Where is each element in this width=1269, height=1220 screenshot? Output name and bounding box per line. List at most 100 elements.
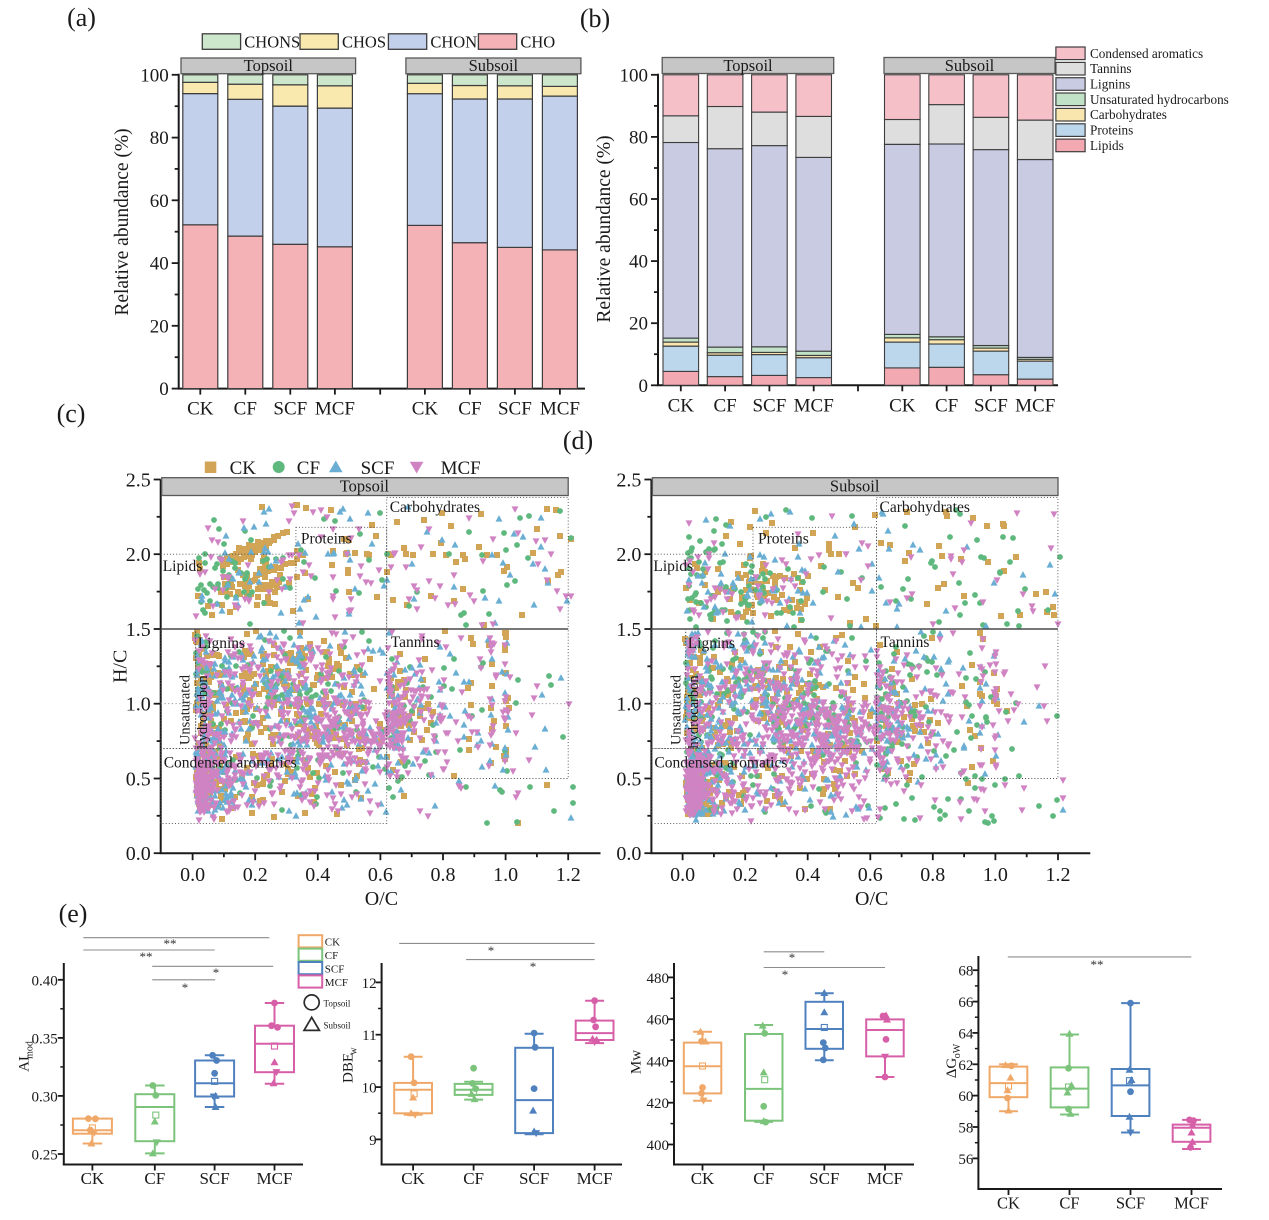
svg-text:0.25: 0.25 xyxy=(32,1148,58,1164)
svg-text:Proteins: Proteins xyxy=(301,530,352,547)
svg-text:1.5: 1.5 xyxy=(616,619,641,641)
svg-text:10: 10 xyxy=(362,1081,377,1097)
svg-text:Proteins: Proteins xyxy=(1090,123,1133,138)
svg-text:Unsaturated hydrocarbons: Unsaturated hydrocarbons xyxy=(1090,92,1229,107)
svg-text:MCF: MCF xyxy=(1174,1194,1209,1213)
svg-text:60: 60 xyxy=(958,1089,973,1105)
svg-text:CF: CF xyxy=(325,950,338,962)
svg-text:2.0: 2.0 xyxy=(126,544,151,566)
svg-text:440: 440 xyxy=(647,1054,670,1070)
svg-text:0.0: 0.0 xyxy=(616,843,641,865)
svg-text:SCF: SCF xyxy=(361,458,395,479)
svg-text:Carbohydrates: Carbohydrates xyxy=(1090,107,1167,122)
svg-text:2.0: 2.0 xyxy=(616,544,641,566)
svg-text:CK: CK xyxy=(325,937,340,949)
svg-text:Topsoil: Topsoil xyxy=(244,56,294,75)
svg-text:Lignins: Lignins xyxy=(1090,77,1130,92)
svg-text:Lipids: Lipids xyxy=(163,558,203,575)
svg-text:1.2: 1.2 xyxy=(556,864,581,886)
svg-text:Subsoil: Subsoil xyxy=(945,56,995,75)
svg-text:9: 9 xyxy=(369,1133,377,1149)
svg-text:80: 80 xyxy=(150,128,169,149)
svg-text:O/C: O/C xyxy=(365,888,398,910)
svg-text:100: 100 xyxy=(140,65,169,86)
svg-text:Lignins: Lignins xyxy=(688,635,735,652)
svg-text:60: 60 xyxy=(150,191,169,212)
svg-text:480: 480 xyxy=(647,971,670,987)
svg-text:20: 20 xyxy=(629,314,648,335)
svg-text:CF: CF xyxy=(297,458,320,479)
svg-text:MCF: MCF xyxy=(325,977,348,989)
svg-text:SCF: SCF xyxy=(809,1169,839,1188)
svg-text:CK: CK xyxy=(691,1169,715,1188)
svg-text:DBE: DBE xyxy=(341,1053,357,1083)
svg-text:58: 58 xyxy=(958,1121,973,1137)
svg-text:*: * xyxy=(488,943,495,958)
svg-text:*: * xyxy=(530,959,537,974)
svg-text:SCF: SCF xyxy=(974,395,1008,416)
svg-text:Carbohydrates: Carbohydrates xyxy=(880,499,970,516)
svg-text:O/C: O/C xyxy=(855,888,888,910)
svg-text:1.0: 1.0 xyxy=(493,864,518,886)
svg-text:1.5: 1.5 xyxy=(126,619,151,641)
svg-text:*: * xyxy=(789,950,796,965)
svg-text:**: ** xyxy=(140,949,153,964)
svg-text:hydrocarbon: hydrocarbon xyxy=(686,675,702,749)
svg-text:MCF: MCF xyxy=(577,1169,613,1188)
svg-text:Unsaturated: Unsaturated xyxy=(668,674,684,745)
svg-text:Relative abundance (%): Relative abundance (%) xyxy=(594,135,615,322)
svg-text:66: 66 xyxy=(958,995,974,1011)
svg-text:1.2: 1.2 xyxy=(1046,864,1071,886)
svg-text:CF: CF xyxy=(463,1169,484,1188)
svg-text:Relative abundance (%): Relative abundance (%) xyxy=(112,128,133,315)
svg-text:0.5: 0.5 xyxy=(126,769,151,791)
svg-text:Mw: Mw xyxy=(629,1050,645,1074)
svg-text:0.6: 0.6 xyxy=(368,864,393,886)
svg-text:Subsoil: Subsoil xyxy=(469,56,519,75)
svg-text:2.5: 2.5 xyxy=(126,470,151,492)
svg-text:CK: CK xyxy=(187,399,214,420)
svg-text:40: 40 xyxy=(150,254,169,275)
svg-text:0: 0 xyxy=(159,379,169,400)
svg-text:1.0: 1.0 xyxy=(616,694,641,716)
svg-text:CHONS: CHONS xyxy=(244,33,300,52)
svg-text:0.8: 0.8 xyxy=(920,864,945,886)
svg-text:*: * xyxy=(213,965,220,980)
svg-text:SCF: SCF xyxy=(519,1169,549,1188)
svg-text:0.0: 0.0 xyxy=(126,843,151,865)
svg-text:CHOS: CHOS xyxy=(342,33,386,52)
svg-text:Tannins: Tannins xyxy=(1090,61,1132,76)
svg-text:(a): (a) xyxy=(67,3,96,32)
svg-text:0.2: 0.2 xyxy=(733,864,758,886)
svg-text:68: 68 xyxy=(958,964,973,980)
svg-text:0.0: 0.0 xyxy=(180,864,205,886)
svg-text:CF: CF xyxy=(753,1169,774,1188)
svg-text:SCF: SCF xyxy=(1116,1194,1145,1213)
svg-text:CK: CK xyxy=(412,399,439,420)
svg-text:MCF: MCF xyxy=(867,1169,903,1188)
svg-text:CF: CF xyxy=(1059,1194,1079,1213)
svg-text:AI: AI xyxy=(17,1056,33,1072)
svg-text:Lignins: Lignins xyxy=(198,635,245,652)
svg-text:60: 60 xyxy=(629,190,648,211)
svg-text:Topsoil: Topsoil xyxy=(324,999,351,1009)
svg-text:Condensed aromatics: Condensed aromatics xyxy=(164,755,297,772)
svg-text:0.5: 0.5 xyxy=(616,769,641,791)
svg-text:Topsoil: Topsoil xyxy=(340,477,390,496)
svg-text:MCF: MCF xyxy=(441,458,481,479)
svg-text:0: 0 xyxy=(639,376,649,397)
svg-text:Tannins: Tannins xyxy=(881,634,930,651)
svg-text:Carbohydrates: Carbohydrates xyxy=(390,499,480,516)
svg-text:CHON: CHON xyxy=(430,33,477,52)
svg-text:SCF: SCF xyxy=(199,1169,229,1188)
svg-text:64: 64 xyxy=(958,1026,974,1042)
svg-text:CK: CK xyxy=(81,1169,105,1188)
svg-text:1.0: 1.0 xyxy=(126,694,151,716)
svg-text:0.30: 0.30 xyxy=(32,1089,58,1105)
svg-text:w: w xyxy=(349,1047,360,1055)
svg-text:CK: CK xyxy=(889,395,916,416)
svg-text:CF: CF xyxy=(458,399,481,420)
svg-text:Condensed aromatics: Condensed aromatics xyxy=(1090,46,1203,61)
svg-text:CK: CK xyxy=(401,1169,425,1188)
svg-text:Topsoil: Topsoil xyxy=(723,56,773,75)
